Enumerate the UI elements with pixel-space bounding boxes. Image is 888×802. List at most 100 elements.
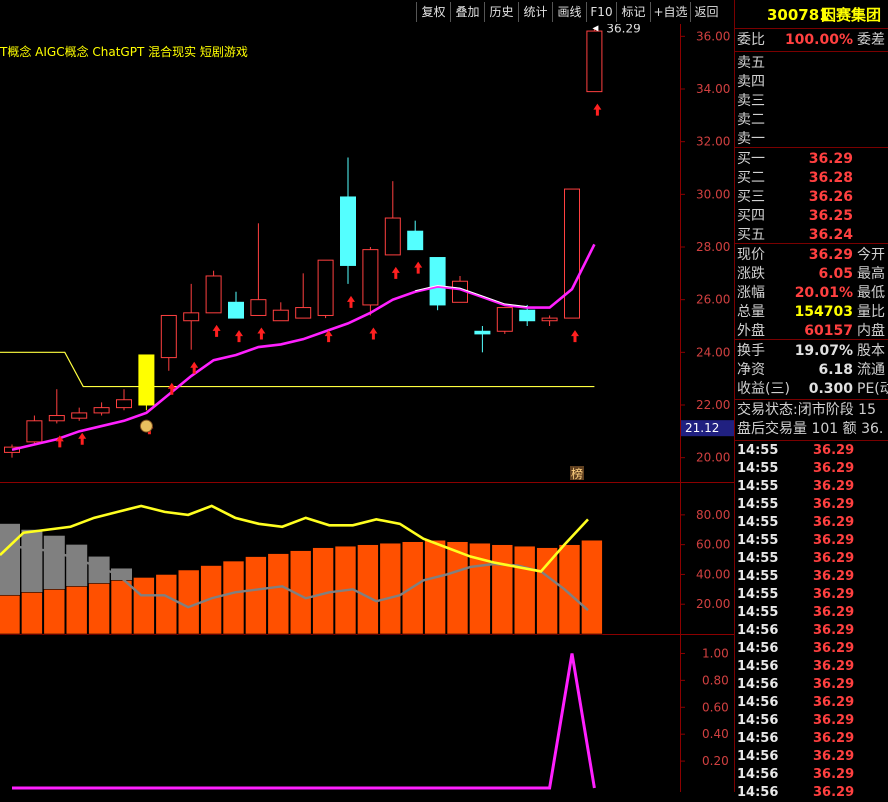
stat-row-0-label: 现价 bbox=[737, 247, 765, 263]
ind-orange-bar bbox=[267, 553, 290, 635]
tick-time: 14:55 bbox=[737, 461, 779, 476]
ind-orange-bar bbox=[446, 541, 469, 635]
signal-tick-label: 1.00 bbox=[702, 646, 729, 660]
tick-price: 36.29 bbox=[813, 587, 855, 602]
support-line bbox=[0, 351, 595, 388]
tick-row: 14:56 36.29 bbox=[735, 622, 888, 640]
ind-tick-label: 60.00 bbox=[696, 538, 730, 552]
tick-price: 36.29 bbox=[813, 749, 855, 764]
candle-body bbox=[429, 257, 446, 306]
up-arrow-icon bbox=[347, 295, 355, 308]
candle-body bbox=[93, 407, 110, 414]
toolbar-button-4[interactable]: 画线 bbox=[552, 2, 586, 22]
toolbar-button-0[interactable]: 复权 bbox=[416, 2, 450, 22]
candle-body bbox=[541, 317, 558, 322]
up-arrow-icon bbox=[571, 330, 579, 343]
tick-time: 14:55 bbox=[737, 479, 779, 494]
stat-row-0: 现价 36.29 今开 bbox=[735, 246, 888, 265]
stat-row-2-extra: 最低 bbox=[857, 285, 885, 301]
tick-row: 14:56 36.29 bbox=[735, 766, 888, 784]
bid-row-3-label: 买四 bbox=[737, 208, 765, 224]
webi-value: 100.00% bbox=[784, 32, 853, 48]
tick-row: 14:55 36.29 bbox=[735, 460, 888, 478]
price-tick-label: 28.00 bbox=[696, 240, 730, 254]
up-arrow-icon bbox=[167, 382, 176, 395]
candle-body bbox=[205, 275, 222, 314]
stat-row-3-label: 总量 bbox=[737, 304, 765, 320]
tick-price: 36.29 bbox=[813, 767, 855, 782]
price-tick-label: 36.00 bbox=[696, 29, 730, 43]
stat2-row-2-value: 0.300 bbox=[808, 381, 853, 397]
bid-row-1-value: 36.28 bbox=[808, 170, 853, 186]
ind-orange-bar bbox=[110, 580, 133, 635]
stat-row-2-value: 20.01% bbox=[794, 285, 853, 301]
ind-orange-bar bbox=[581, 539, 603, 635]
ask-row-2-label: 卖三 bbox=[737, 93, 765, 109]
candle-body bbox=[48, 415, 65, 422]
candle-body bbox=[384, 217, 401, 256]
tick-price: 36.29 bbox=[813, 443, 855, 458]
stat-row-3-value: 154703 bbox=[794, 304, 853, 320]
up-arrow-icon bbox=[78, 432, 87, 445]
price-tick-label: 30.00 bbox=[696, 187, 730, 201]
up-arrow-icon bbox=[391, 266, 400, 279]
stat2-row-1-value: 6.18 bbox=[818, 362, 853, 378]
tick-time: 14:56 bbox=[737, 785, 779, 800]
ind-orange-bar bbox=[155, 574, 178, 635]
tick-row: 14:55 36.29 bbox=[735, 604, 888, 622]
stat2-row-2: 收益(三) 0.300 PE(动 bbox=[735, 380, 888, 399]
tick-price: 36.29 bbox=[813, 461, 855, 476]
candle-body bbox=[496, 307, 513, 332]
ind-orange-bar bbox=[65, 586, 88, 635]
ask-row-0-label: 卖五 bbox=[737, 55, 765, 71]
toolbar-button-5[interactable]: F10 bbox=[586, 2, 616, 22]
bid-row-4-value: 36.24 bbox=[808, 227, 853, 243]
kline-chart[interactable]: 20.00 22.00 24.00 26.00 28.00 30.00 32.00 34.00… bbox=[0, 24, 734, 792]
stat-row-0-value: 36.29 bbox=[808, 247, 853, 263]
tick-row: 14:55 36.29 bbox=[735, 514, 888, 532]
signal-tick-label: 0.60 bbox=[702, 700, 729, 714]
bid-row-0-label: 买一 bbox=[737, 151, 765, 167]
up-arrow-icon bbox=[235, 330, 243, 343]
toolbar-button-7[interactable]: +自选 bbox=[650, 2, 690, 22]
toolbar-button-8[interactable]: 返回 bbox=[690, 2, 722, 22]
stat-row-1: 涨跌 6.05 最高 bbox=[735, 265, 888, 284]
tick-time: 14:56 bbox=[737, 659, 779, 674]
stat-row-0-extra: 今开 bbox=[857, 247, 885, 263]
tick-row: 14:56 36.29 bbox=[735, 658, 888, 676]
tick-time: 14:55 bbox=[737, 551, 779, 566]
candle-body bbox=[564, 188, 580, 319]
tick-time: 14:56 bbox=[737, 713, 779, 728]
signal-line bbox=[12, 653, 596, 790]
ask-row-2: 卖三 bbox=[735, 92, 888, 111]
stock-code: 300781 bbox=[767, 6, 830, 24]
candle-body bbox=[272, 309, 289, 322]
candle-body bbox=[26, 420, 43, 443]
toolbar-button-1[interactable]: 叠加 bbox=[450, 2, 484, 22]
tick-row: 14:56 36.29 bbox=[735, 784, 888, 802]
ind-tick-label: 20.00 bbox=[696, 597, 730, 611]
crosshair-price-box bbox=[681, 420, 734, 437]
tick-price: 36.29 bbox=[813, 479, 855, 494]
ind-orange-bar bbox=[245, 556, 267, 635]
tick-price: 36.29 bbox=[813, 731, 855, 746]
tick-price: 36.29 bbox=[813, 785, 855, 800]
quote-panel: 300781 因赛集团 委比 100.00% 委差 卖五 卖四 卖三 卖二 卖一 买一 3… bbox=[734, 0, 888, 800]
trade-status: 交易状态:闭市阶段 15 bbox=[737, 402, 876, 418]
ind-orange-bar bbox=[513, 545, 536, 635]
ind-orange-bar bbox=[177, 569, 200, 635]
stat2-row-1: 净资 6.18 流通 bbox=[735, 361, 888, 380]
toolbar-button-6[interactable]: 标记 bbox=[616, 2, 650, 22]
stat-row-3: 总量 154703 量比 bbox=[735, 303, 888, 322]
stat-row-4-value: 60157 bbox=[804, 323, 853, 339]
ind-orange-bar bbox=[43, 589, 66, 635]
bid-row-4: 买五 36.24 bbox=[735, 226, 888, 245]
tick-time: 14:56 bbox=[737, 623, 779, 638]
stat-row-4-extra: 内盘 bbox=[857, 323, 885, 339]
toolbar-button-2[interactable]: 历史 bbox=[484, 2, 518, 22]
ind-grey-line bbox=[0, 543, 589, 612]
ind-orange-bar bbox=[357, 544, 379, 635]
bid-row-3: 买四 36.25 bbox=[735, 207, 888, 226]
toolbar-button-3[interactable]: 统计 bbox=[518, 2, 552, 22]
tick-price: 36.29 bbox=[813, 605, 855, 620]
